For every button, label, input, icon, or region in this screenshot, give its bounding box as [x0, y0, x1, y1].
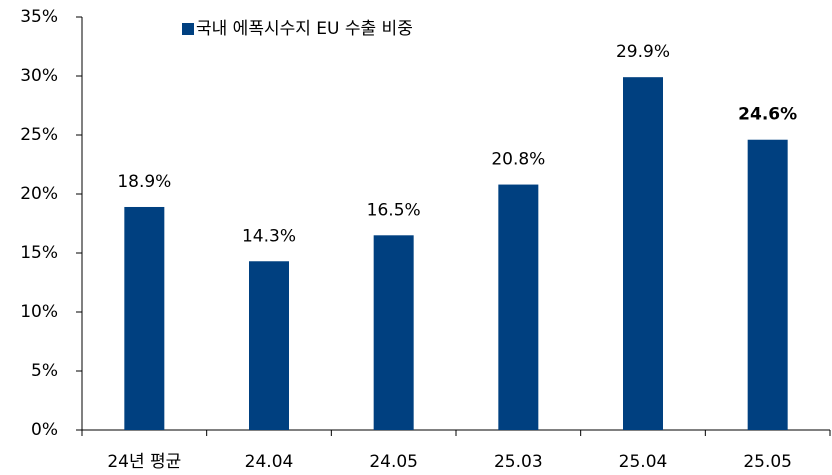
bar — [623, 77, 663, 431]
value-label: 20.8% — [491, 150, 545, 170]
x-tick-label: 24.05 — [369, 452, 418, 472]
value-label: 24.6% — [738, 105, 797, 125]
x-tick-label: 24년 평균 — [107, 452, 181, 472]
y-tick-label: 5% — [31, 361, 58, 381]
x-tick-label: 24.04 — [245, 452, 294, 472]
y-tick-label: 10% — [20, 302, 58, 322]
bar — [747, 139, 788, 430]
bar — [124, 206, 165, 430]
y-tick-label: 30% — [20, 66, 58, 86]
bar — [498, 184, 539, 430]
legend-label: 국내 에폭시수지 EU 수출 비중 — [196, 19, 413, 39]
value-label: 29.9% — [616, 42, 670, 62]
y-tick-label: 0% — [31, 420, 58, 440]
value-label: 14.3% — [242, 226, 296, 246]
y-tick-label: 15% — [20, 243, 58, 263]
bar — [373, 235, 414, 430]
y-tick-label: 35% — [20, 7, 58, 27]
x-tick-label: 25.04 — [619, 452, 668, 472]
x-tick-label: 25.05 — [743, 452, 792, 472]
y-tick-label: 20% — [20, 184, 58, 204]
bar — [249, 261, 289, 430]
legend-swatch — [182, 23, 194, 35]
value-label: 16.5% — [367, 200, 421, 220]
value-label: 18.9% — [117, 172, 171, 192]
y-tick-label: 25% — [20, 125, 58, 145]
x-tick-label: 25.03 — [494, 452, 543, 472]
